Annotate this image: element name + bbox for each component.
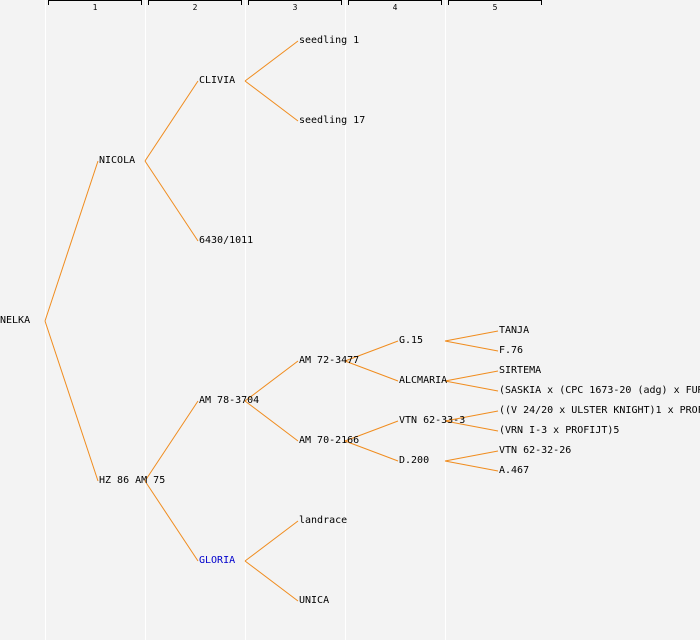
node-am72-3477[interactable]: AM 72-3477 bbox=[299, 355, 360, 366]
generation-2-bracket bbox=[148, 0, 242, 5]
edge bbox=[244, 400, 299, 442]
node-a467[interactable]: A.467 bbox=[499, 465, 530, 476]
node-landrace[interactable]: landrace bbox=[299, 515, 348, 526]
node-root[interactable]: NELKA bbox=[0, 315, 31, 326]
generation-5-label: 5 bbox=[492, 3, 498, 12]
node-saskia-cross[interactable]: (SASKIA x (CPC 1673-20 (adg) x FURORE)) bbox=[499, 385, 700, 396]
node-f76[interactable]: F.76 bbox=[499, 345, 524, 356]
edge bbox=[444, 370, 499, 382]
node-am70-2166[interactable]: AM 70-2166 bbox=[299, 435, 360, 446]
edge bbox=[344, 440, 399, 462]
edge bbox=[344, 360, 399, 382]
edge bbox=[444, 410, 499, 422]
node-hz86-am75[interactable]: HZ 86 AM 75 bbox=[99, 475, 166, 486]
generation-5-bracket bbox=[448, 0, 542, 5]
edge bbox=[244, 560, 299, 602]
edge bbox=[344, 340, 399, 362]
node-gloria[interactable]: GLORIA bbox=[199, 555, 236, 566]
generation-4-label: 4 bbox=[392, 3, 398, 12]
node-seedling-17[interactable]: seedling 17 bbox=[299, 115, 366, 126]
node-seedling-1[interactable]: seedling 1 bbox=[299, 35, 360, 46]
edge bbox=[444, 420, 499, 432]
column-separator bbox=[445, 0, 446, 640]
edge bbox=[44, 320, 99, 482]
node-unica[interactable]: UNICA bbox=[299, 595, 330, 606]
node-vtn-62-33-3[interactable]: VTN 62-33-3 bbox=[399, 415, 466, 426]
node-d200[interactable]: D.200 bbox=[399, 455, 430, 466]
node-alcmaria[interactable]: ALCMARIA bbox=[399, 375, 448, 386]
column-separator bbox=[345, 0, 346, 640]
edge bbox=[144, 400, 199, 482]
node-tanja[interactable]: TANJA bbox=[499, 325, 530, 336]
node-am78-3704[interactable]: AM 78-3704 bbox=[199, 395, 260, 406]
edge bbox=[244, 40, 299, 82]
edge bbox=[444, 330, 499, 342]
node-vrn-cross[interactable]: (VRN I-3 x PROFIJT)5 bbox=[499, 425, 620, 436]
edge bbox=[444, 460, 499, 472]
node-v24-cross[interactable]: ((V 24/20 x ULSTER KNIGHT)1 x PROFIJT)2 bbox=[499, 405, 700, 416]
column-separator bbox=[245, 0, 246, 640]
node-clivia[interactable]: CLIVIA bbox=[199, 75, 236, 86]
generation-2-label: 2 bbox=[192, 3, 198, 12]
node-vtn-62-32-26[interactable]: VTN 62-32-26 bbox=[499, 445, 572, 456]
edge bbox=[444, 380, 499, 392]
generation-4-bracket bbox=[348, 0, 442, 5]
edge bbox=[444, 340, 499, 352]
edge bbox=[244, 80, 299, 122]
node-6430-1011[interactable]: 6430/1011 bbox=[199, 235, 254, 246]
edge bbox=[244, 520, 299, 562]
generation-1-bracket bbox=[48, 0, 142, 5]
generation-3-bracket bbox=[248, 0, 342, 5]
edge bbox=[344, 420, 399, 442]
generation-3-label: 3 bbox=[292, 3, 298, 12]
column-separator bbox=[145, 0, 146, 640]
edge bbox=[244, 360, 299, 402]
edge bbox=[144, 160, 199, 242]
node-g15[interactable]: G.15 bbox=[399, 335, 424, 346]
edge bbox=[444, 450, 499, 462]
generation-1-label: 1 bbox=[92, 3, 98, 12]
edge bbox=[144, 80, 199, 162]
node-nicola[interactable]: NICOLA bbox=[99, 155, 136, 166]
node-sirtema[interactable]: SIRTEMA bbox=[499, 365, 542, 376]
edge bbox=[144, 480, 199, 562]
edge bbox=[44, 160, 99, 322]
